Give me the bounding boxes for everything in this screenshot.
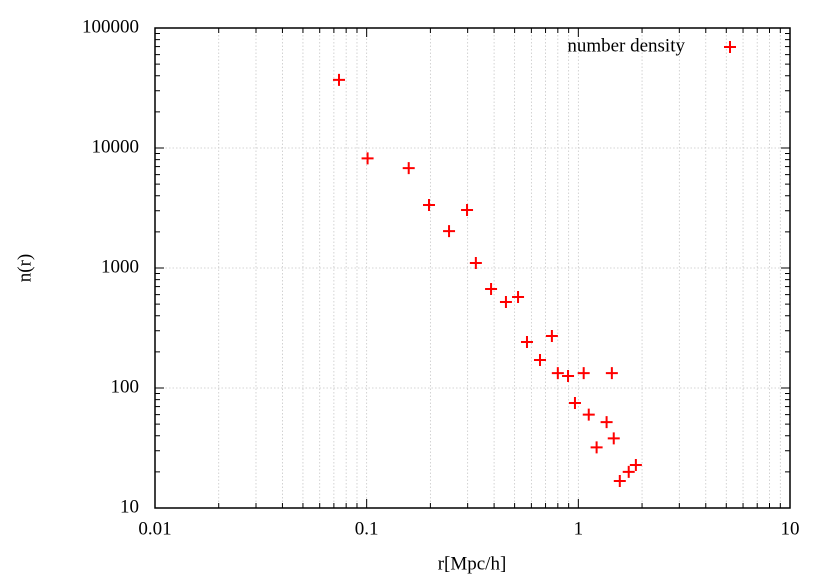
marker xyxy=(512,291,525,304)
marker xyxy=(469,257,482,270)
marker xyxy=(607,432,620,445)
marker xyxy=(422,198,435,211)
marker xyxy=(533,354,546,367)
marker xyxy=(402,162,415,175)
x-axis-label: r[Mpc/h] xyxy=(438,553,507,574)
marker xyxy=(605,367,618,380)
marker xyxy=(499,295,512,308)
marker xyxy=(577,367,590,380)
marker xyxy=(568,396,581,409)
marker xyxy=(622,465,635,478)
marker xyxy=(461,204,474,217)
legend-marker xyxy=(724,41,736,53)
marker xyxy=(600,416,613,429)
marker xyxy=(582,408,595,421)
marker xyxy=(613,474,626,487)
marker xyxy=(562,369,575,382)
x-tick-label: 0.01 xyxy=(138,518,171,539)
marker xyxy=(332,73,345,86)
x-tick-label: 0.1 xyxy=(355,518,379,539)
y-axis-label: n(r) xyxy=(14,254,35,282)
x-tick-label: 1 xyxy=(574,518,584,539)
y-tick-label: 10 xyxy=(120,496,139,517)
y-tick-label: 100000 xyxy=(82,16,139,37)
legend-label: number density xyxy=(567,35,685,56)
marker xyxy=(485,283,498,296)
marker xyxy=(545,330,558,343)
marker xyxy=(629,459,642,472)
marker xyxy=(551,367,564,380)
plot-frame xyxy=(154,27,791,509)
y-tick-label: 1000 xyxy=(101,256,139,277)
y-tick-label: 100 xyxy=(111,376,140,397)
marker xyxy=(443,225,456,238)
marker xyxy=(361,152,374,165)
marker xyxy=(520,335,533,348)
marker xyxy=(590,441,603,454)
y-tick-label: 10000 xyxy=(92,136,140,157)
x-tick-label: 10 xyxy=(781,518,800,539)
